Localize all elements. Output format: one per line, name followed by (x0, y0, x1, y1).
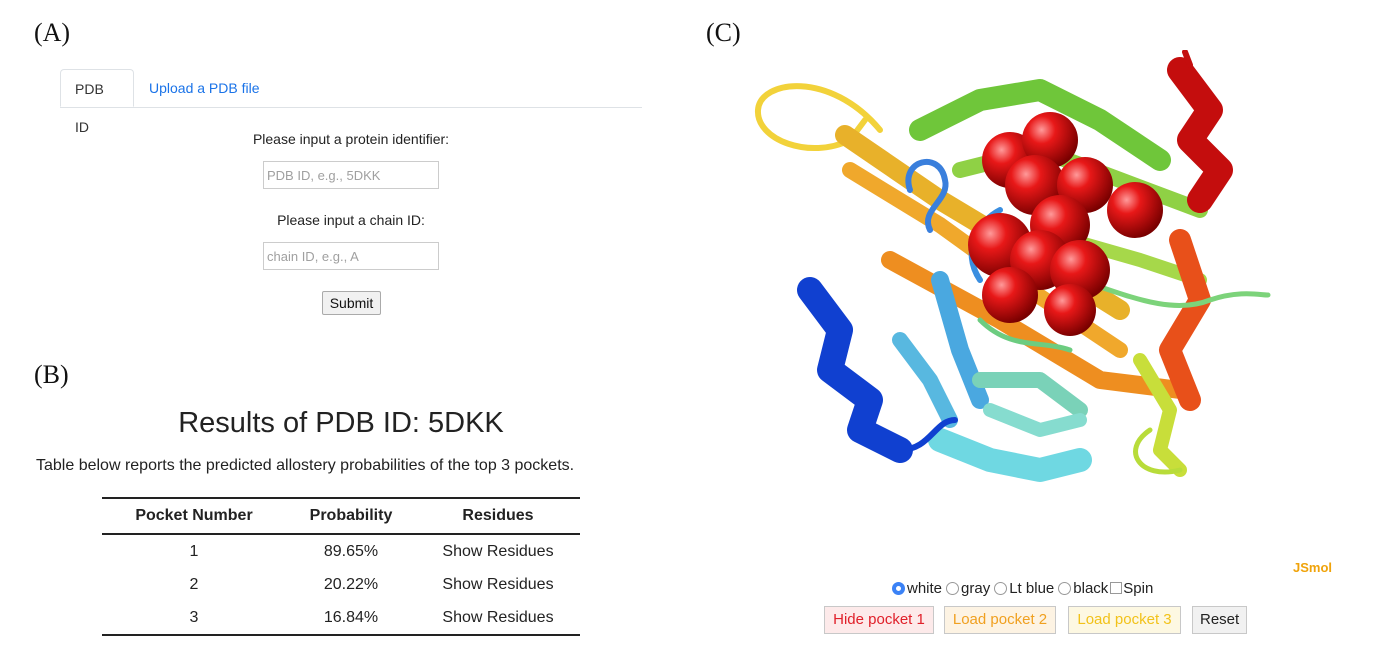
chain-id-label: Please input a chain ID: (277, 212, 425, 228)
panel-label-a: (A) (34, 18, 71, 47)
column-header-probability: Probability (286, 497, 416, 535)
background-option-label: black (1073, 579, 1109, 597)
load-pocket-3-button[interactable]: Load pocket 3 (1068, 606, 1181, 634)
column-header-pocket-number: Pocket Number (102, 497, 286, 535)
pocket-number: 3 (102, 601, 286, 636)
spin-label: Spin (1123, 579, 1154, 597)
table-row: 2 20.22% Show Residues (102, 568, 580, 601)
pocket-probability: 89.65% (323, 542, 379, 560)
table-header-row: Pocket Number Probability Residues (102, 497, 580, 535)
protein-structure-viewer[interactable] (740, 50, 1360, 570)
pocket-table: Pocket Number Probability Residues 1 89.… (102, 497, 580, 636)
hide-pocket-1-button[interactable]: Hide pocket 1 (824, 606, 934, 634)
viewer-options: white gray Lt blue black Spin (892, 578, 1157, 598)
background-option-label: white (907, 579, 943, 597)
jsmol-logo: JSmol (1293, 560, 1333, 575)
pocket-probability: 20.22% (323, 575, 379, 593)
results-description: Table below reports the predicted allost… (36, 457, 575, 474)
tab-upload-pdb[interactable]: Upload a PDB file (149, 80, 260, 96)
table-row: 3 16.84% Show Residues (102, 601, 580, 636)
background-option-white[interactable]: white (892, 580, 942, 597)
panel-label-b: (B) (34, 360, 69, 389)
results-title: Results of PDB ID: 5DKK (178, 407, 504, 439)
radio-white[interactable] (892, 581, 905, 595)
pocket-probability: 16.84% (286, 601, 416, 636)
show-residues-link[interactable]: Show Residues (416, 601, 580, 636)
submit-button[interactable]: Submit (322, 291, 381, 315)
column-header-residues: Residues (416, 497, 580, 535)
background-option-lt-blue[interactable]: Lt blue (994, 580, 1054, 597)
protein-id-label: Please input a protein identifier: (252, 131, 450, 147)
background-option-label: Lt blue (1009, 579, 1055, 597)
reset-button[interactable]: Reset (1192, 606, 1247, 634)
table-row: 1 89.65% Show Residues (102, 534, 580, 568)
show-residues-link[interactable]: Show Residues (442, 575, 554, 593)
show-residues-link[interactable]: Show Residues (442, 542, 554, 560)
pocket-number: 1 (189, 542, 199, 560)
pocket-1-atoms (968, 112, 1163, 336)
radio-lt-blue[interactable] (994, 581, 1008, 595)
load-pocket-2-button[interactable]: Load pocket 2 (944, 606, 1056, 634)
background-option-gray[interactable]: gray (946, 580, 990, 597)
background-option-black[interactable]: black (1058, 580, 1108, 597)
protein-id-input[interactable] (263, 161, 439, 189)
radio-gray[interactable] (946, 581, 960, 595)
panel-label-c: (C) (706, 18, 741, 47)
spin-checkbox[interactable] (1110, 582, 1123, 594)
background-option-label: gray (961, 579, 991, 597)
input-tabs: PDB ID Upload a PDB file (60, 69, 642, 135)
spin-option[interactable]: Spin (1106, 580, 1153, 597)
chain-id-input[interactable] (263, 242, 439, 270)
pocket-number: 2 (189, 575, 199, 593)
tab-pdb-id[interactable]: PDB ID (60, 69, 134, 135)
radio-black[interactable] (1058, 581, 1072, 595)
